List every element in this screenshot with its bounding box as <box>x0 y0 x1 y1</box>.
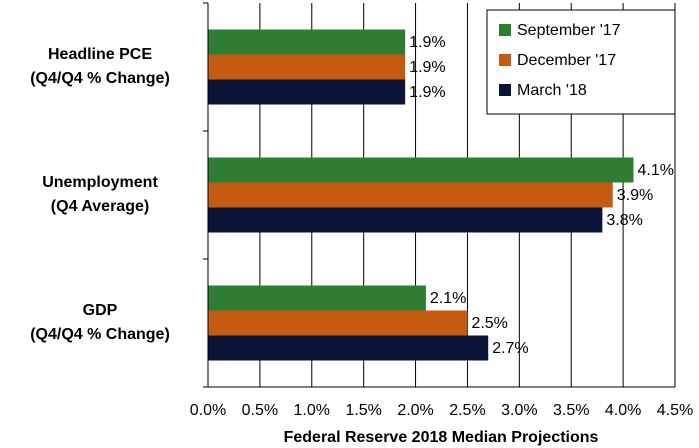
legend-swatch <box>499 84 511 96</box>
y-tick-label: (Q4 Average) <box>51 198 149 215</box>
value-label: 1.9% <box>409 84 445 101</box>
y-tick-label: (Q4/Q4 % Change) <box>30 70 170 87</box>
x-tick-label: 4.0% <box>605 402 641 419</box>
value-label: 1.9% <box>409 59 445 76</box>
x-tick-label: 2.5% <box>449 402 485 419</box>
legend-label: December '17 <box>517 52 616 69</box>
x-tick-label: 3.0% <box>501 402 537 419</box>
y-tick-label: Unemployment <box>42 174 158 191</box>
y-tick-label: Headline PCE <box>48 46 152 63</box>
value-label: 3.9% <box>617 187 653 204</box>
bar <box>208 79 406 105</box>
bar <box>208 157 634 183</box>
x-tick-label: 1.0% <box>294 402 330 419</box>
value-label: 1.9% <box>409 34 445 51</box>
value-label: 2.7% <box>492 340 528 357</box>
value-label: 3.8% <box>606 212 642 229</box>
bar <box>208 182 613 208</box>
x-axis-label: Federal Reserve 2018 Median Projections <box>284 429 599 446</box>
value-label: 4.1% <box>637 162 673 179</box>
bar <box>208 54 406 80</box>
legend-label: September '17 <box>517 22 621 39</box>
value-label: 2.1% <box>430 290 466 307</box>
bar <box>208 335 489 361</box>
x-tick-label: 4.5% <box>657 402 693 419</box>
x-tick-label: 2.0% <box>397 402 433 419</box>
legend-label: March '18 <box>517 82 587 99</box>
y-tick-label: (Q4/Q4 % Change) <box>30 326 170 343</box>
legend-swatch <box>499 54 511 66</box>
y-tick-label: GDP <box>83 302 118 319</box>
x-tick-label: 0.5% <box>242 402 278 419</box>
bar <box>208 310 468 336</box>
legend-box <box>486 9 676 115</box>
bar <box>208 29 406 55</box>
x-tick-label: 0.0% <box>190 402 226 419</box>
x-tick-label: 3.5% <box>553 402 589 419</box>
legend-swatch <box>499 24 511 36</box>
bar <box>208 285 426 311</box>
value-label: 2.5% <box>471 315 507 332</box>
bar <box>208 207 603 233</box>
x-tick-label: 1.5% <box>345 402 381 419</box>
